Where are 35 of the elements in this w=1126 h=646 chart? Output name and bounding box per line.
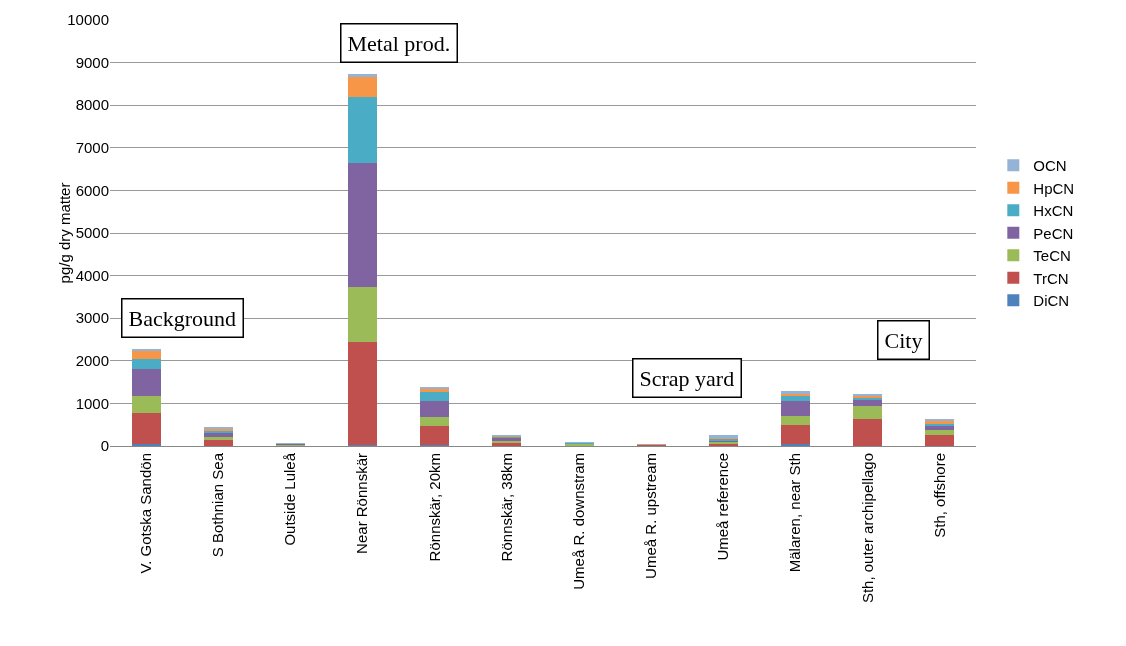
y-tick-label: 6000 <box>75 181 109 199</box>
legend-label: TrCN <box>1033 269 1069 287</box>
legend-label: TeCN <box>1033 247 1071 265</box>
annotation: Background <box>128 305 237 331</box>
x-tick-label: Umeå R. downstram <box>569 453 587 590</box>
y-tick-label: 9000 <box>75 53 109 71</box>
x-tick-label: Mälaren, near Sth <box>786 453 804 573</box>
annotation: Metal prod. <box>347 30 451 56</box>
y-axis-title: pg/g dry matter <box>56 182 73 284</box>
legend-label: HxCN <box>1033 202 1074 220</box>
x-tick-label: V. Gotska Sandön <box>136 453 154 574</box>
x-tick-label: Rönnskär, 20km <box>425 453 443 562</box>
y-tick-label: 3000 <box>75 309 109 327</box>
legend-label: DiCN <box>1033 292 1070 310</box>
annotation: Scrap yard <box>639 365 735 391</box>
x-tick-label: Rönnskär, 38km <box>497 453 515 562</box>
annotation: City <box>884 327 923 353</box>
x-tick-label: Sth, outer archipellago <box>858 453 876 604</box>
y-tick-label: 5000 <box>75 224 109 242</box>
legend-label: PeCN <box>1033 224 1074 242</box>
y-tick-label: 7000 <box>75 139 109 157</box>
x-tick-label: Umeå R. upstream <box>642 453 660 579</box>
y-tick-label: 2000 <box>75 352 109 370</box>
y-tick-label: 0 <box>100 437 109 455</box>
legend-label: OCN <box>1033 157 1067 175</box>
x-tick-label: S Bothnian Sea <box>209 452 227 558</box>
y-tick-label: 10000 <box>67 11 109 29</box>
y-tick-label: 8000 <box>75 96 109 114</box>
y-tick-label: 4000 <box>75 266 109 284</box>
y-tick-label: 1000 <box>75 394 109 412</box>
x-tick-label: Sth, offshore <box>930 453 948 538</box>
x-tick-label: Umeå reference <box>714 453 732 561</box>
legend-label: HpCN <box>1033 179 1075 197</box>
x-tick-label: Outside Luleå <box>281 452 299 546</box>
x-tick-label: Near Rönnskär <box>353 453 371 554</box>
